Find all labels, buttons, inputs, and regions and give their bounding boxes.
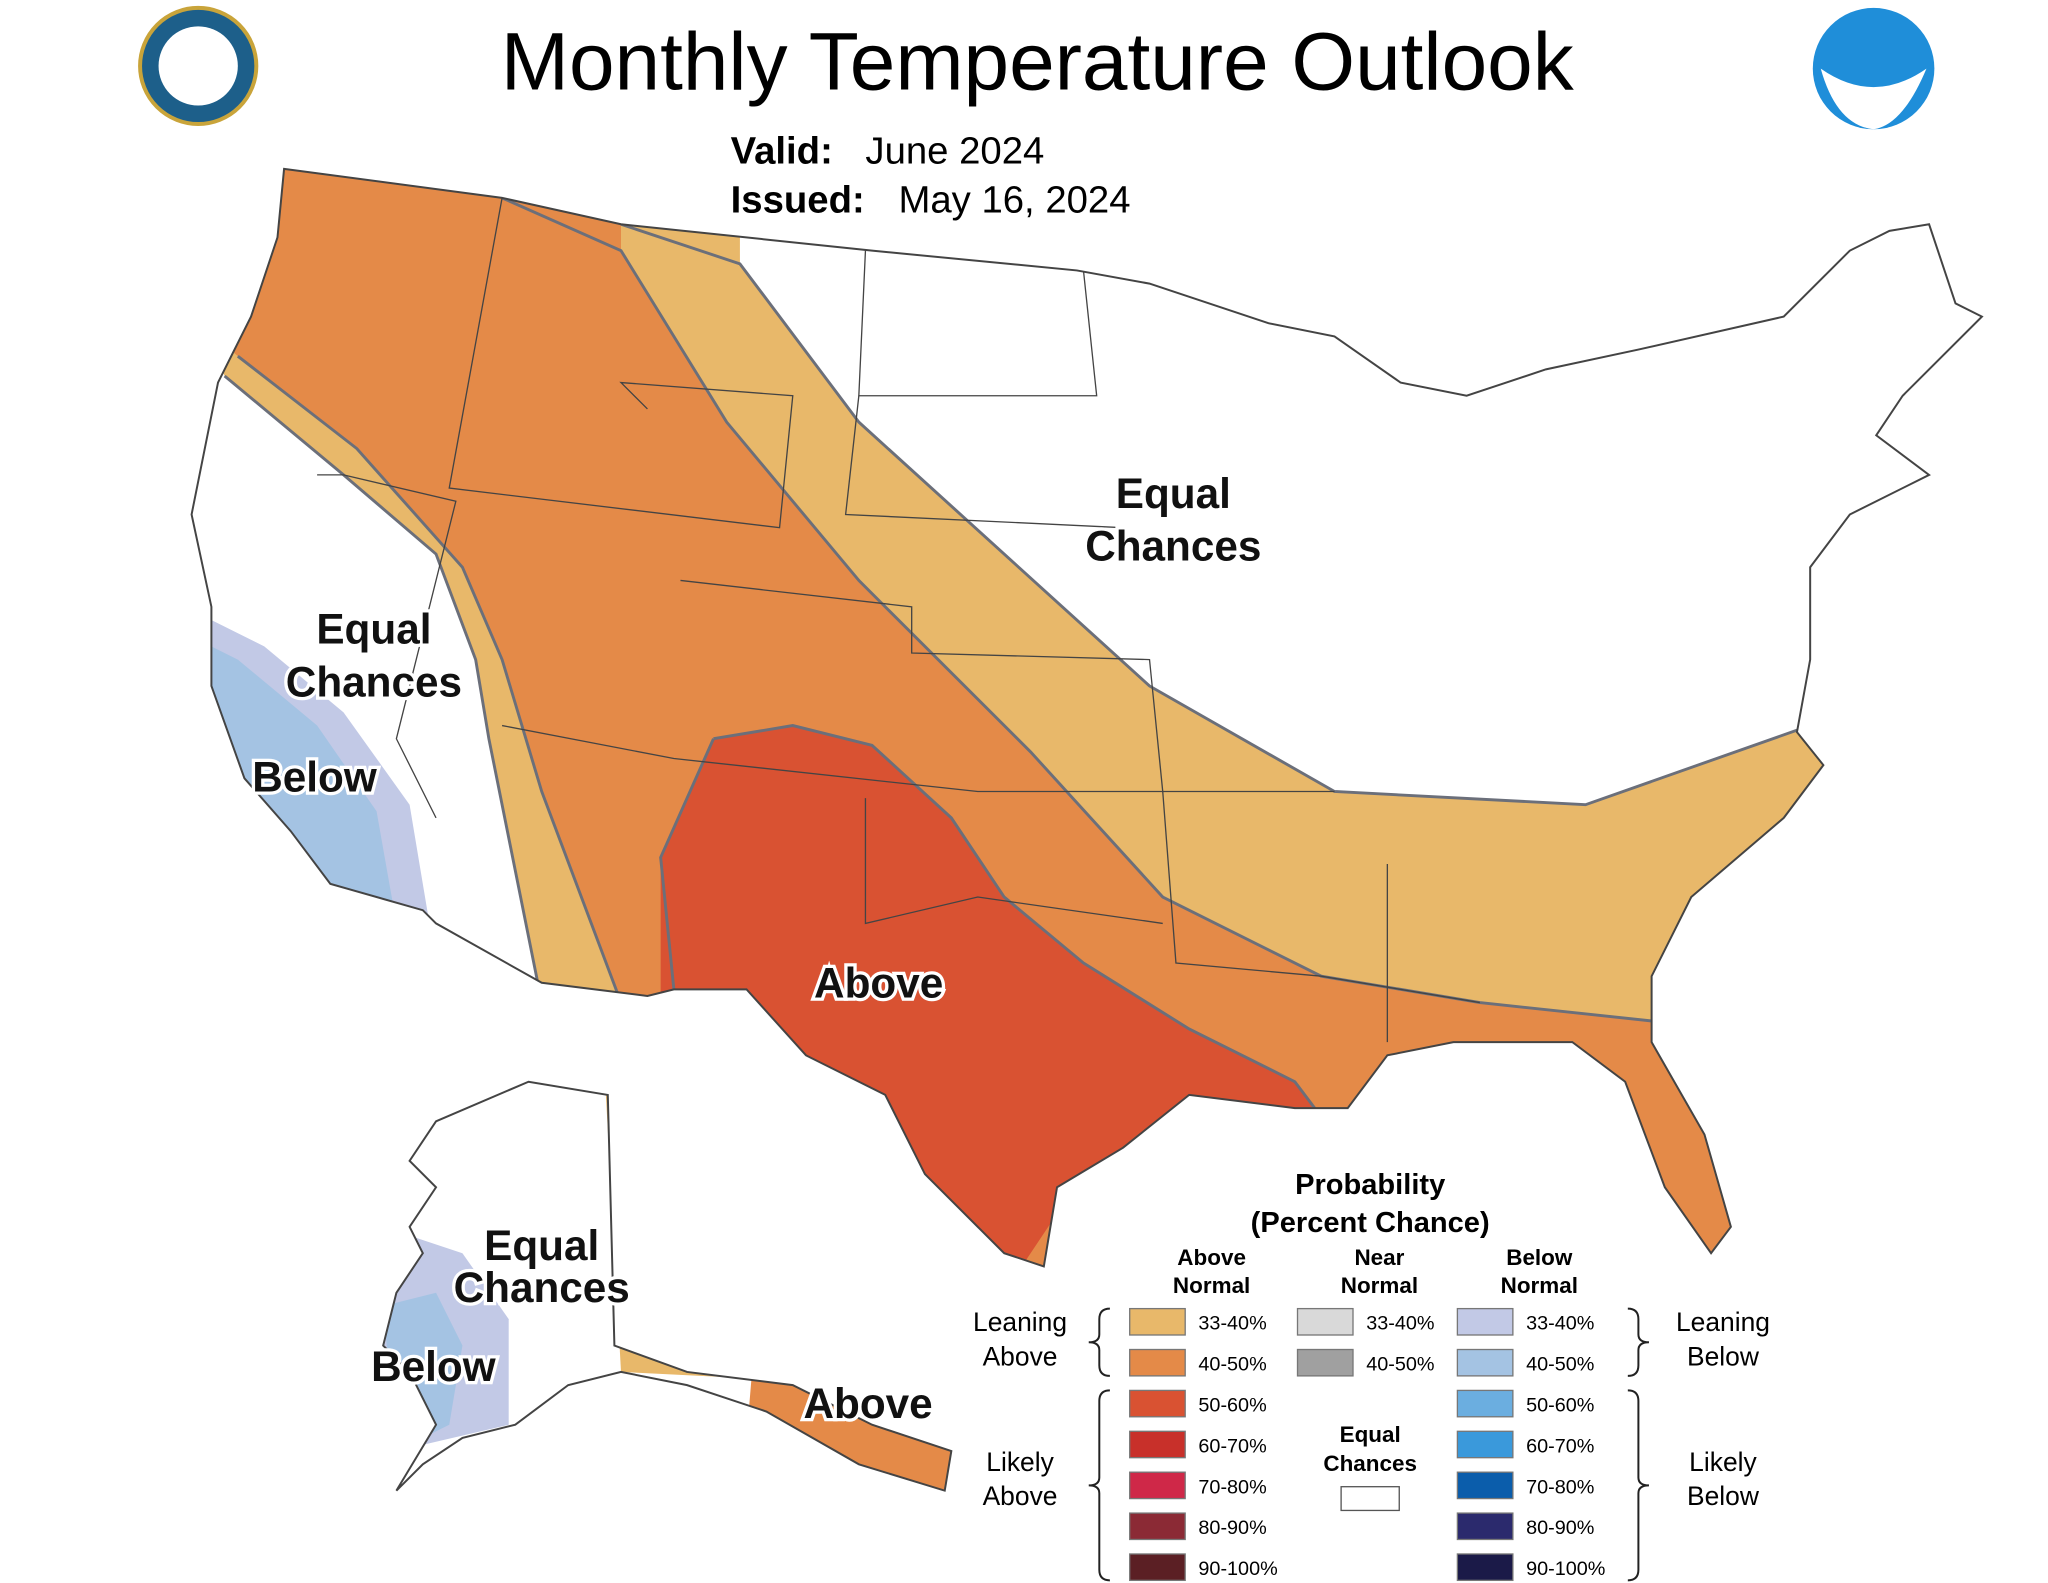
- legend-swatch: [1129, 1348, 1186, 1377]
- legend-entry-label: 90-100%: [1526, 1558, 1605, 1580]
- state-line: [858, 250, 1098, 397]
- map-label: Below: [252, 754, 377, 801]
- legend-entry-label: 80-90%: [1526, 1517, 1594, 1539]
- legend-entry-label: 70-80%: [1526, 1476, 1594, 1498]
- legend-entry-label: 70-80%: [1198, 1476, 1266, 1498]
- legend-bracket-label: Likely: [1689, 1447, 1757, 1477]
- logos: [138, 5, 1935, 130]
- legend-bracket-label: Leaning: [1676, 1307, 1770, 1337]
- legend-swatch: [1456, 1389, 1514, 1418]
- legend-bracket-label: Above: [983, 1341, 1058, 1371]
- region-above-40-50: [191, 168, 1982, 1267]
- legend-swatch: [1129, 1512, 1186, 1541]
- legend-brace: [1627, 1389, 1649, 1582]
- legend-bracket-label: Below: [1687, 1341, 1760, 1371]
- map-label: Chances: [286, 659, 462, 706]
- map-label: Chances: [1085, 523, 1261, 570]
- state-line: [864, 798, 1163, 925]
- legend-swatch: [1456, 1553, 1514, 1582]
- issued-date: May 16, 2024: [898, 178, 1130, 221]
- legend-entry-label: 33-40%: [1526, 1313, 1594, 1335]
- boundary: [223, 374, 544, 1003]
- legend-swatch: [1456, 1430, 1514, 1459]
- legend-heading: Near: [1354, 1245, 1404, 1270]
- commerce-seal-inner: [158, 26, 238, 106]
- legend-bracket-label: Below: [1687, 1481, 1760, 1511]
- legend-entry-label: 40-50%: [1526, 1354, 1594, 1376]
- state-line: [448, 197, 794, 529]
- legend-swatch: [1129, 1389, 1186, 1418]
- legend-bracket-label: Leaning: [973, 1307, 1067, 1337]
- state-line: [501, 724, 1480, 1004]
- legend-heading: Below: [1506, 1245, 1573, 1270]
- legend-entry-label: 60-70%: [1198, 1435, 1266, 1457]
- state-line: [680, 579, 1335, 793]
- legend-swatch: [1129, 1430, 1186, 1459]
- legend-entry-label: 90-100%: [1198, 1558, 1277, 1580]
- legend-equal-chances: Chances: [1323, 1451, 1417, 1476]
- map-labels: EqualChancesEqualChancesBelowAboveEqualC…: [249, 467, 1265, 1431]
- legend-swatch: [1456, 1512, 1514, 1541]
- legend-swatch: [1129, 1553, 1186, 1582]
- legend-brace: [1088, 1389, 1110, 1582]
- noaa-logo-wave: [1820, 68, 1927, 130]
- legend-swatch: [1456, 1471, 1514, 1500]
- legend-swatch: [1456, 1348, 1514, 1377]
- legend-heading: Above: [1177, 1245, 1246, 1270]
- region-above-50-60: [660, 725, 1335, 1267]
- valid-label: Valid:: [731, 130, 833, 173]
- map-label: Equal: [316, 606, 431, 653]
- conus: [190, 167, 1983, 1268]
- legend-heading: Normal: [1341, 1273, 1418, 1298]
- legend-brace: [1627, 1307, 1649, 1377]
- legend-entry-label: 33-40%: [1366, 1313, 1434, 1335]
- legend-swatch: [1296, 1348, 1354, 1377]
- valid-date: June 2024: [865, 130, 1044, 173]
- map-label: Above: [814, 959, 943, 1006]
- legend-title: Probability: [1295, 1169, 1445, 1201]
- legend-swatch: [1129, 1307, 1186, 1336]
- legend-entry-label: 50-60%: [1198, 1395, 1266, 1417]
- boundary: [659, 738, 715, 990]
- legend-brace: [1088, 1307, 1110, 1377]
- map-label: Above: [803, 1380, 932, 1427]
- alaska-above-33-40: [605, 1081, 754, 1379]
- legend-entry-label: 33-40%: [1198, 1313, 1266, 1335]
- legend-equal-chances: Equal: [1340, 1422, 1401, 1447]
- map-label: Below: [371, 1343, 496, 1390]
- state-line: [317, 474, 457, 819]
- boundary: [236, 355, 623, 1004]
- legend-heading: Normal: [1173, 1273, 1250, 1298]
- title: Monthly Temperature Outlook: [501, 17, 1575, 108]
- legend-swatch: [1340, 1486, 1400, 1512]
- legend-entry-label: 60-70%: [1526, 1435, 1594, 1457]
- legend-subtitle: (Percent Chance): [1251, 1207, 1490, 1239]
- boundary: [620, 222, 1811, 807]
- legend-swatch: [1296, 1307, 1354, 1336]
- legend-bracket-label: Above: [983, 1481, 1058, 1511]
- map-label: Equal: [484, 1222, 599, 1269]
- legend-heading: Normal: [1501, 1273, 1578, 1298]
- issued-label: Issued:: [731, 178, 865, 221]
- state-line: [844, 395, 1124, 529]
- boundary: [713, 724, 1336, 1136]
- legend-entry-label: 50-60%: [1526, 1395, 1594, 1417]
- legend-entry-label: 40-50%: [1198, 1354, 1266, 1376]
- legend-entry-label: 80-90%: [1198, 1517, 1266, 1539]
- legend-bracket-label: Likely: [986, 1447, 1054, 1477]
- legend-swatch: [1456, 1307, 1514, 1336]
- legend-entry-label: 40-50%: [1366, 1354, 1434, 1376]
- map-label: Chances: [454, 1264, 630, 1311]
- legend: Probability(Percent Chance)AboveNormal33…: [973, 1169, 1770, 1582]
- map-label: Equal: [1116, 470, 1231, 517]
- legend-swatch: [1129, 1471, 1186, 1500]
